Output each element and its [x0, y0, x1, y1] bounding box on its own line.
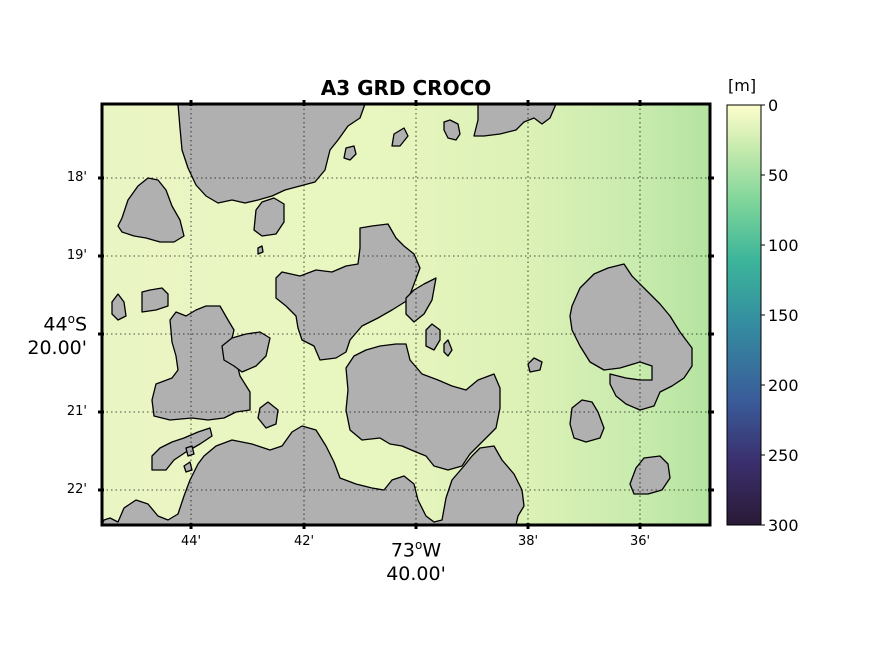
lat-center-degree: 44 [43, 313, 68, 336]
lat-tick-label: 22' [66, 482, 87, 497]
lat-tick-label: 18' [66, 170, 87, 185]
colorbar-tick-label: 0 [768, 96, 779, 115]
colorbar-tick-label: 200 [768, 376, 799, 395]
land-masses [102, 104, 693, 525]
land-islet-mid-2 [257, 245, 264, 255]
land-islet-north-1 [443, 119, 461, 141]
land-islet-sw-1 [183, 461, 193, 473]
lat-tick-label: 21' [66, 404, 87, 419]
land-islet-north-3 [343, 145, 357, 161]
lat-center-label: 44oS 20.00' [27, 312, 87, 360]
colorbar-tick-label: 100 [768, 236, 799, 255]
land-central-south [345, 343, 501, 471]
land-west-island-1 [117, 177, 185, 243]
land-west-large [151, 305, 251, 421]
lat-center-minutes: 20.00' [27, 337, 87, 360]
land-central-north [275, 223, 421, 361]
lon-tick-label: 44' [180, 534, 202, 549]
colorbar-tick-label: 50 [768, 166, 789, 185]
lon-center-label: 73oW 40.00' [386, 538, 446, 586]
colorbar-tick-label: 150 [768, 306, 799, 325]
land-islet-mid-1 [253, 197, 285, 237]
land-east-islet [527, 357, 543, 373]
lon-center-hemisphere: W [422, 539, 442, 562]
lon-center-degree: 73 [390, 539, 416, 562]
land-southwest-spit [151, 427, 213, 471]
lon-tick-label: 36' [629, 534, 651, 549]
land-islet-mid-4 [425, 323, 441, 351]
lat-tick-label: 19' [66, 248, 87, 263]
land-spur-right [405, 277, 437, 323]
land-islet-mid-5 [443, 339, 453, 357]
lon-tick-label: 42' [293, 534, 315, 549]
lat-center-hemisphere: S [74, 313, 87, 336]
lon-center-minutes: 40.00' [386, 563, 446, 586]
colorbar-tick-label: 300 [768, 516, 799, 535]
colorbar [726, 104, 762, 526]
map-title: A3 GRD CROCO [320, 76, 492, 100]
map-frame [100, 102, 712, 527]
land-north-right [473, 104, 557, 137]
land-south-mainland [102, 425, 525, 525]
land-east-small-1 [569, 399, 605, 443]
colorbar-ticks [761, 104, 765, 526]
colorbar-tick-label: 250 [768, 446, 799, 465]
land-west-small [221, 331, 271, 373]
land-west-islet-1 [111, 293, 127, 321]
land-west-islet-2 [141, 287, 169, 313]
colorbar-unit: [m] [728, 76, 757, 95]
land-islet-sw-2 [185, 445, 195, 457]
axis-ticks [98, 100, 714, 529]
land-islet-north-2 [391, 127, 409, 147]
lon-tick-label: 38' [517, 534, 539, 549]
land-islet-mid-3 [257, 401, 279, 429]
